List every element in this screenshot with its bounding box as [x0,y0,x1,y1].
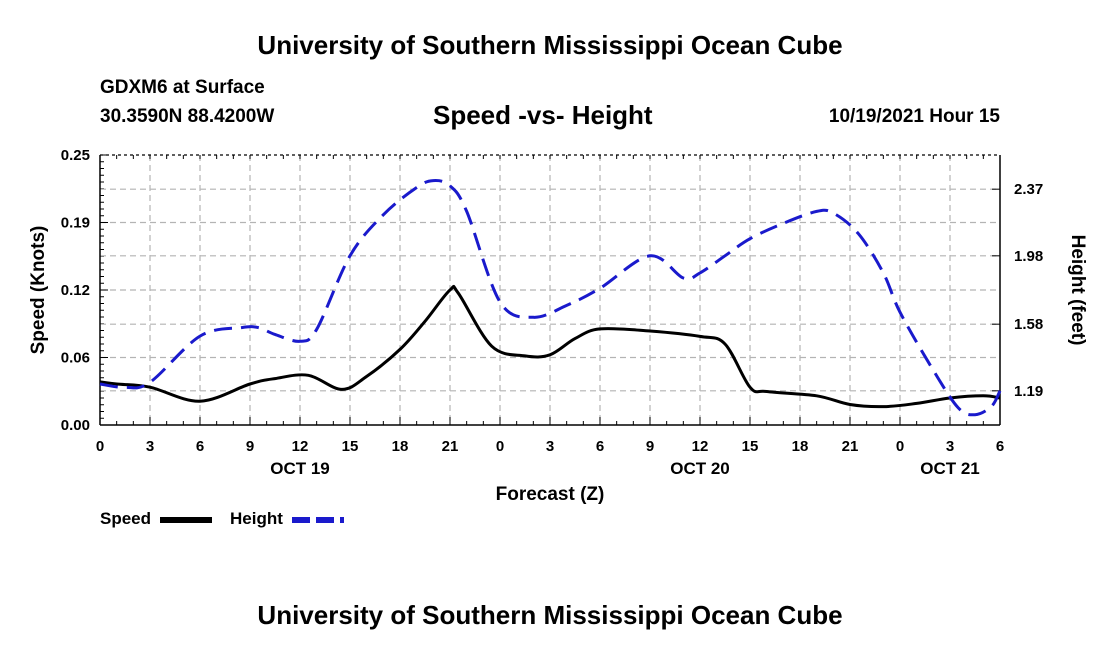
y-right-tick-label: 1.58 [1014,316,1043,333]
x-tick-label: 3 [946,438,954,455]
x-tick-label: 6 [996,438,1004,455]
x-tick-label: 18 [392,438,409,455]
x-tick-label: 15 [742,438,759,455]
y-left-tick-label: 0.00 [61,417,90,434]
x-tick-label: 3 [546,438,554,455]
x-date-label: OCT 21 [920,459,980,478]
x-tick-label: 0 [96,438,104,455]
chart-subtitle: Speed -vs- Height [433,100,653,130]
y-left-tick-label: 0.25 [61,147,90,164]
footer-title: University of Southern Mississippi Ocean… [257,600,843,630]
x-tick-label: 18 [792,438,809,455]
y-left-tick-label: 0.12 [61,282,90,299]
chart-title: University of Southern Mississippi Ocean… [257,30,843,60]
y-right-tick-label: 1.19 [1014,383,1043,400]
x-axis-title: Forecast (Z) [496,484,605,505]
y-right-axis-title: Height (feet) [1067,235,1088,346]
x-tick-label: 12 [292,438,309,455]
x-tick-label: 0 [896,438,904,455]
x-tick-label: 21 [442,438,459,455]
x-tick-label: 15 [342,438,359,455]
y-right-tick-label: 2.37 [1014,181,1043,198]
datetime-label: 10/19/2021 Hour 15 [828,106,1000,127]
legend-height-label: Height [230,509,283,528]
legend-speed-label: Speed [100,509,152,528]
x-tick-label: 9 [646,438,654,455]
y-left-axis-title: Speed (Knots) [28,226,49,355]
x-tick-label: 6 [596,438,604,455]
height-series-line [99,179,1002,417]
x-tick-label: 6 [196,438,204,455]
x-tick-label: 0 [496,438,504,455]
station-label: GDXM6 at Surface [100,77,265,98]
x-tick-label: 9 [246,438,254,455]
x-tick-label: 3 [146,438,154,455]
speed-series-line [99,284,1001,409]
y-right-tick-label: 1.98 [1014,248,1043,265]
y-left-tick-label: 0.06 [61,350,90,367]
y-left-tick-label: 0.19 [61,215,90,232]
x-date-label: OCT 20 [670,459,730,478]
x-date-label: OCT 19 [270,459,330,478]
x-tick-label: 12 [692,438,709,455]
x-tick-label: 21 [842,438,859,455]
coordinates-label: 30.3590N 88.4200W [100,106,275,127]
